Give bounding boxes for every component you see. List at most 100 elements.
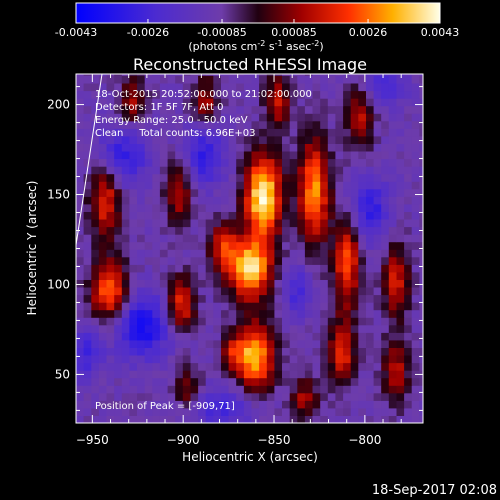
heatmap-cell [335, 158, 344, 167]
heatmap-cell [121, 339, 130, 348]
heatmap-cell [137, 226, 146, 235]
heatmap-cell [297, 83, 306, 92]
heatmap-cell [411, 98, 420, 107]
colorbar-gradient [75, 2, 441, 24]
heatmap-cell [205, 113, 214, 122]
heatmap-cell [266, 249, 275, 258]
heatmap-cell [167, 75, 176, 84]
heatmap-cell [251, 113, 260, 122]
heatmap-cell [198, 407, 207, 416]
heatmap-cell [381, 385, 390, 394]
heatmap-cell [404, 415, 413, 423]
heatmap-cell [411, 385, 420, 394]
heatmap-cell [373, 113, 382, 122]
heatmap-cell [175, 143, 184, 152]
heatmap-cell [129, 135, 138, 144]
heatmap-cell [289, 400, 298, 409]
heatmap-cell [327, 279, 336, 288]
heatmap-cell [366, 256, 375, 265]
heatmap-cell [396, 234, 405, 243]
heatmap-cell [114, 188, 123, 197]
heatmap-cell [137, 407, 146, 416]
heatmap-cell [373, 347, 382, 356]
heatmap-cell [381, 98, 390, 107]
heatmap-cell [190, 226, 199, 235]
heatmap-cell [221, 377, 230, 386]
heatmap-cell [213, 83, 222, 92]
heatmap-cell [366, 83, 375, 92]
heatmap-cell [266, 362, 275, 371]
heatmap-cell [213, 74, 222, 76]
heatmap-cell [114, 309, 123, 318]
heatmap-cell [312, 271, 321, 280]
heatmap-cell [388, 256, 397, 265]
heatmap-cell [167, 143, 176, 152]
heatmap-cell [106, 173, 115, 182]
heatmap-cell [106, 339, 115, 348]
heatmap-cell [297, 264, 306, 273]
heatmap-cell [159, 324, 168, 333]
heatmap-cell [327, 181, 336, 190]
heatmap-cell [114, 158, 123, 167]
heatmap-cell [343, 347, 352, 356]
heatmap-cell [289, 181, 298, 190]
heatmap-cell [98, 256, 107, 265]
heatmap-cell [343, 158, 352, 167]
heatmap-cell [129, 339, 138, 348]
heatmap-cell [335, 105, 344, 114]
heatmap-cell [144, 271, 153, 280]
heatmap-cell [137, 287, 146, 296]
heatmap-cell [205, 241, 214, 250]
heatmap-cell [175, 377, 184, 386]
heatmap-cell [190, 400, 199, 409]
heatmap-cell [137, 166, 146, 175]
heatmap-cell [251, 226, 260, 235]
heatmap-cell [83, 135, 92, 144]
heatmap-cell [327, 385, 336, 394]
heatmap-cell [106, 98, 115, 107]
heatmap-cell [221, 83, 230, 92]
heatmap-cell [190, 279, 199, 288]
colorbar-tick-label: 0.00085 [271, 26, 317, 39]
heatmap-cell [106, 226, 115, 235]
heatmap-cell [381, 271, 390, 280]
heatmap-cell [137, 400, 146, 409]
heatmap-cell [312, 113, 321, 122]
heatmap-cell [259, 173, 268, 182]
heatmap-cell [243, 173, 252, 182]
heatmap-cell [129, 392, 138, 401]
heatmap-cell [129, 234, 138, 243]
heatmap-cell [182, 271, 191, 280]
heatmap-cell [312, 339, 321, 348]
heatmap-cell [198, 211, 207, 220]
heatmap-cell [320, 113, 329, 122]
heatmap-cell [396, 188, 405, 197]
heatmap-cell [327, 347, 336, 356]
heatmap-cell [236, 211, 245, 220]
heatmap-cell [182, 181, 191, 190]
heatmap-cell [91, 355, 100, 364]
heatmap-cell [419, 415, 423, 423]
heatmap-cell [129, 415, 138, 423]
heatmap-cell [343, 196, 352, 205]
heatmap-cell [251, 203, 260, 212]
heatmap-cell [228, 377, 237, 386]
heatmap-cell [350, 355, 359, 364]
peak-position-label: Position of Peak = [-909,71] [95, 401, 235, 412]
heatmap-cell [304, 271, 313, 280]
heatmap-cell [274, 370, 283, 379]
heatmap-cell [411, 415, 420, 423]
heatmap-cell [159, 332, 168, 341]
heatmap-cell [182, 211, 191, 220]
heatmap-cell [335, 196, 344, 205]
heatmap-cell [198, 279, 207, 288]
heatmap-cell [266, 332, 275, 341]
heatmap-cell [114, 400, 123, 409]
heatmap-cell [289, 332, 298, 341]
heatmap-cell [411, 83, 420, 92]
heatmap-cell [106, 377, 115, 386]
heatmap-cell [236, 196, 245, 205]
heatmap-cell [396, 385, 405, 394]
heatmap-cell [404, 317, 413, 326]
heatmap-cell [289, 355, 298, 364]
